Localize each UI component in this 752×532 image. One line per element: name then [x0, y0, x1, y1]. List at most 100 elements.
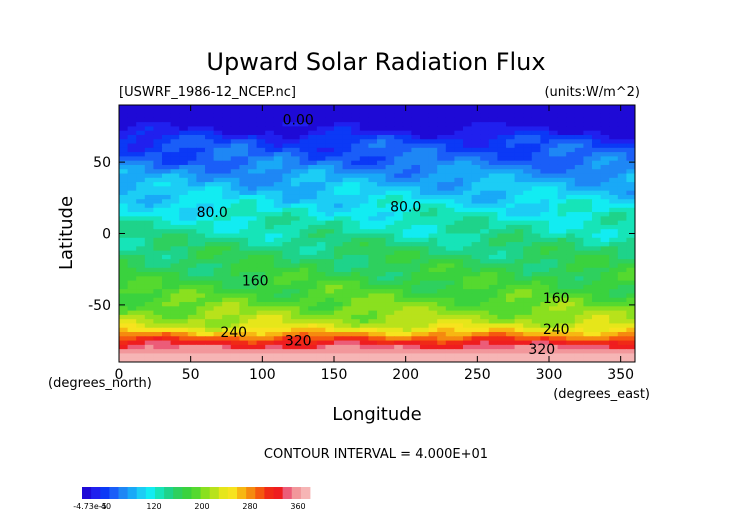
field-cell: [144, 263, 154, 269]
field-cell: [471, 113, 481, 119]
field-cell: [626, 319, 635, 325]
field-cell: [437, 297, 447, 303]
field-cell: [420, 297, 430, 303]
field-cell: [437, 319, 447, 325]
field-cell: [445, 250, 455, 256]
field-cell: [566, 229, 576, 235]
contour-label: 80.0: [390, 199, 421, 215]
field-cell: [265, 310, 275, 316]
field-cell: [291, 134, 301, 140]
field-cell: [136, 113, 146, 119]
field-cell: [316, 194, 326, 200]
colorbar-swatch: [109, 487, 119, 499]
field-cell: [359, 212, 369, 217]
field-cell: [127, 280, 137, 286]
field-cell: [583, 357, 593, 362]
field-cell: [334, 310, 344, 316]
field-cell: [256, 332, 266, 337]
field-cell: [205, 297, 215, 303]
field-cell: [557, 105, 567, 110]
field-cell: [497, 143, 507, 149]
units-label: (units:W/m^2): [544, 85, 640, 100]
field-cell: [480, 105, 490, 110]
field-cell: [256, 353, 266, 359]
field-cell: [205, 152, 215, 157]
field-cell: [600, 242, 610, 247]
field-cell: [136, 254, 146, 260]
field-cell: [282, 242, 292, 247]
field-cell: [334, 147, 344, 153]
field-cell: [454, 276, 464, 282]
field-cell: [411, 276, 421, 282]
field-cell: [334, 263, 344, 269]
field-cell: [308, 323, 318, 329]
field-cell: [497, 207, 507, 213]
field-cell: [523, 319, 533, 325]
field-cell: [506, 117, 516, 123]
field-cell: [187, 284, 197, 290]
field-cell: [205, 199, 215, 205]
field-cell: [531, 323, 541, 329]
field-cell: [273, 357, 283, 362]
field-cell: [127, 147, 137, 153]
field-cell: [239, 267, 249, 273]
colorbar-swatch: [200, 487, 211, 499]
field-cell: [540, 143, 550, 149]
field-cell: [316, 216, 326, 222]
field-cell: [162, 164, 172, 170]
field-cell: [342, 310, 352, 316]
field-cell: [626, 340, 635, 346]
field-cell: [368, 272, 378, 277]
field-cell: [523, 272, 533, 277]
field-cell: [437, 199, 447, 205]
field-cell: [617, 105, 627, 110]
field-cell: [506, 212, 516, 217]
field-cell: [471, 237, 481, 243]
field-cell: [230, 250, 240, 256]
field-cell: [170, 156, 180, 162]
field-cell: [273, 194, 283, 200]
field-cell: [187, 357, 197, 362]
field-cell: [488, 237, 498, 243]
field-cell: [291, 254, 301, 260]
field-cell: [248, 126, 258, 132]
field-cell: [411, 105, 421, 110]
field-cell: [273, 122, 283, 128]
field-cell: [385, 340, 395, 346]
field-cell: [334, 314, 344, 320]
field-cell: [351, 246, 361, 252]
field-cell: [609, 190, 619, 196]
field-cell: [557, 199, 567, 205]
field-cell: [540, 353, 550, 359]
field-cell: [179, 332, 189, 337]
field-cell: [179, 289, 189, 295]
field-cell: [179, 310, 189, 316]
field-cell: [213, 105, 223, 110]
field-cell: [437, 216, 447, 222]
field-cell: [334, 289, 344, 295]
field-cell: [316, 246, 326, 252]
field-cell: [497, 237, 507, 243]
field-cell: [514, 190, 524, 196]
field-cell: [549, 306, 559, 312]
field-cell: [437, 113, 447, 119]
field-cell: [239, 182, 249, 187]
field-cell: [196, 327, 206, 333]
field-cell: [213, 147, 223, 153]
colorbar-swatch: [82, 487, 92, 499]
field-cell: [626, 173, 635, 179]
field-cell: [256, 134, 266, 140]
field-cell: [592, 199, 602, 205]
field-cell: [291, 182, 301, 187]
field-cell: [368, 216, 378, 222]
field-cell: [342, 134, 352, 140]
field-cell: [213, 207, 223, 213]
field-cell: [205, 216, 215, 222]
field-cell: [540, 314, 550, 320]
field-cell: [265, 109, 275, 115]
field-cell: [213, 349, 223, 355]
field-cell: [248, 190, 258, 196]
field-cell: [454, 105, 464, 110]
field-cell: [316, 109, 326, 115]
field-cell: [574, 353, 584, 359]
